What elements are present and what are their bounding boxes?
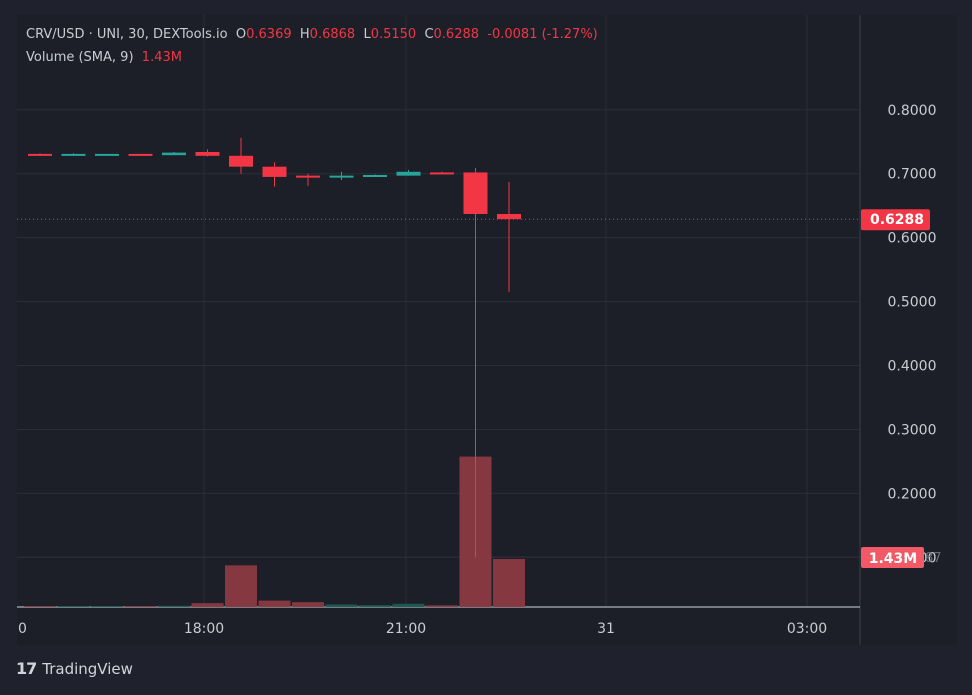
candle-body [363,174,387,177]
volume-bar [191,603,224,607]
volume-bar [24,606,56,607]
candle-body [296,175,320,178]
volume-bar [325,604,358,607]
legend-open-label: O [235,27,247,42]
volume-bar [392,603,425,607]
candle-body [61,153,86,156]
legend-low-label: L [363,27,371,42]
legend-volume-label: Volume (SMA, 9) [26,50,134,65]
candle-body [195,151,220,156]
candle-body [28,153,52,156]
tradingview-brand[interactable]: 17 TradingView [16,659,133,678]
volume-bar [91,606,123,607]
legend-open-value: 0.6369 [246,27,292,42]
legend-high-value: 0.6868 [309,27,356,42]
candle-body [497,214,521,220]
last-price-tag [861,209,930,231]
time-tick-label: 0 [18,621,27,637]
volume-tag-trailing: 87 [925,551,942,566]
candle-body [229,155,253,167]
volume-bar [258,600,291,607]
legend-change: -0.0081 (-1.27%) [487,27,598,42]
price-tick-label: 0.4000 [888,359,937,375]
volume-bar [359,605,391,607]
volume-tag [861,547,924,568]
candle-body [162,152,186,156]
legend-high-label: H [299,27,310,42]
price-tick-label: 0.5000 [888,295,937,311]
candle-body [329,175,354,178]
volume-bar [57,606,90,607]
candle-body [430,172,454,175]
tradingview-logo-icon: 17 [16,659,37,678]
price-tick-label: 0.2000 [888,486,937,502]
candle-body [128,153,153,156]
legend-close-value: 0.6288 [433,27,480,42]
legend-volume-value: 1.43M [141,50,182,65]
legend-symbol: CRV/USD · UNI, 30, DEXTools.io [26,27,228,42]
volume-bar [158,605,190,607]
legend-close-label: C [424,27,434,42]
legend-low-value: 0.5150 [370,27,417,42]
price-tick-label: 0.8000 [888,103,937,119]
candle-body [463,172,488,215]
legend-ohlc: CRV/USD · UNI, 30, DEXTools.io O0.6369 H… [26,27,598,42]
time-tick-label: 21:00 [386,621,426,637]
price-tick-label: 0.7000 [888,167,937,183]
tradingview-name: TradingView [42,659,133,678]
volume-bar [225,565,257,607]
volume-bar [493,559,525,607]
time-tick-label: 03:00 [787,621,827,637]
volume-bar [292,602,324,607]
volume-tag-label: 1.43M [869,551,917,567]
candle-body [262,166,287,177]
legend-volume: Volume (SMA, 9) 1.43M [26,50,182,65]
last-price-tag-label: 0.6288 [870,212,924,228]
price-tick-label: 0.6000 [888,231,937,247]
candle-body [396,171,421,176]
time-tick-label: 31 [597,621,615,637]
time-tick-label: 18:00 [184,621,224,637]
candle-body [95,153,119,156]
volume-bar [124,606,157,607]
price-tick-label: 0.3000 [888,422,937,438]
volume-bar [426,605,458,607]
